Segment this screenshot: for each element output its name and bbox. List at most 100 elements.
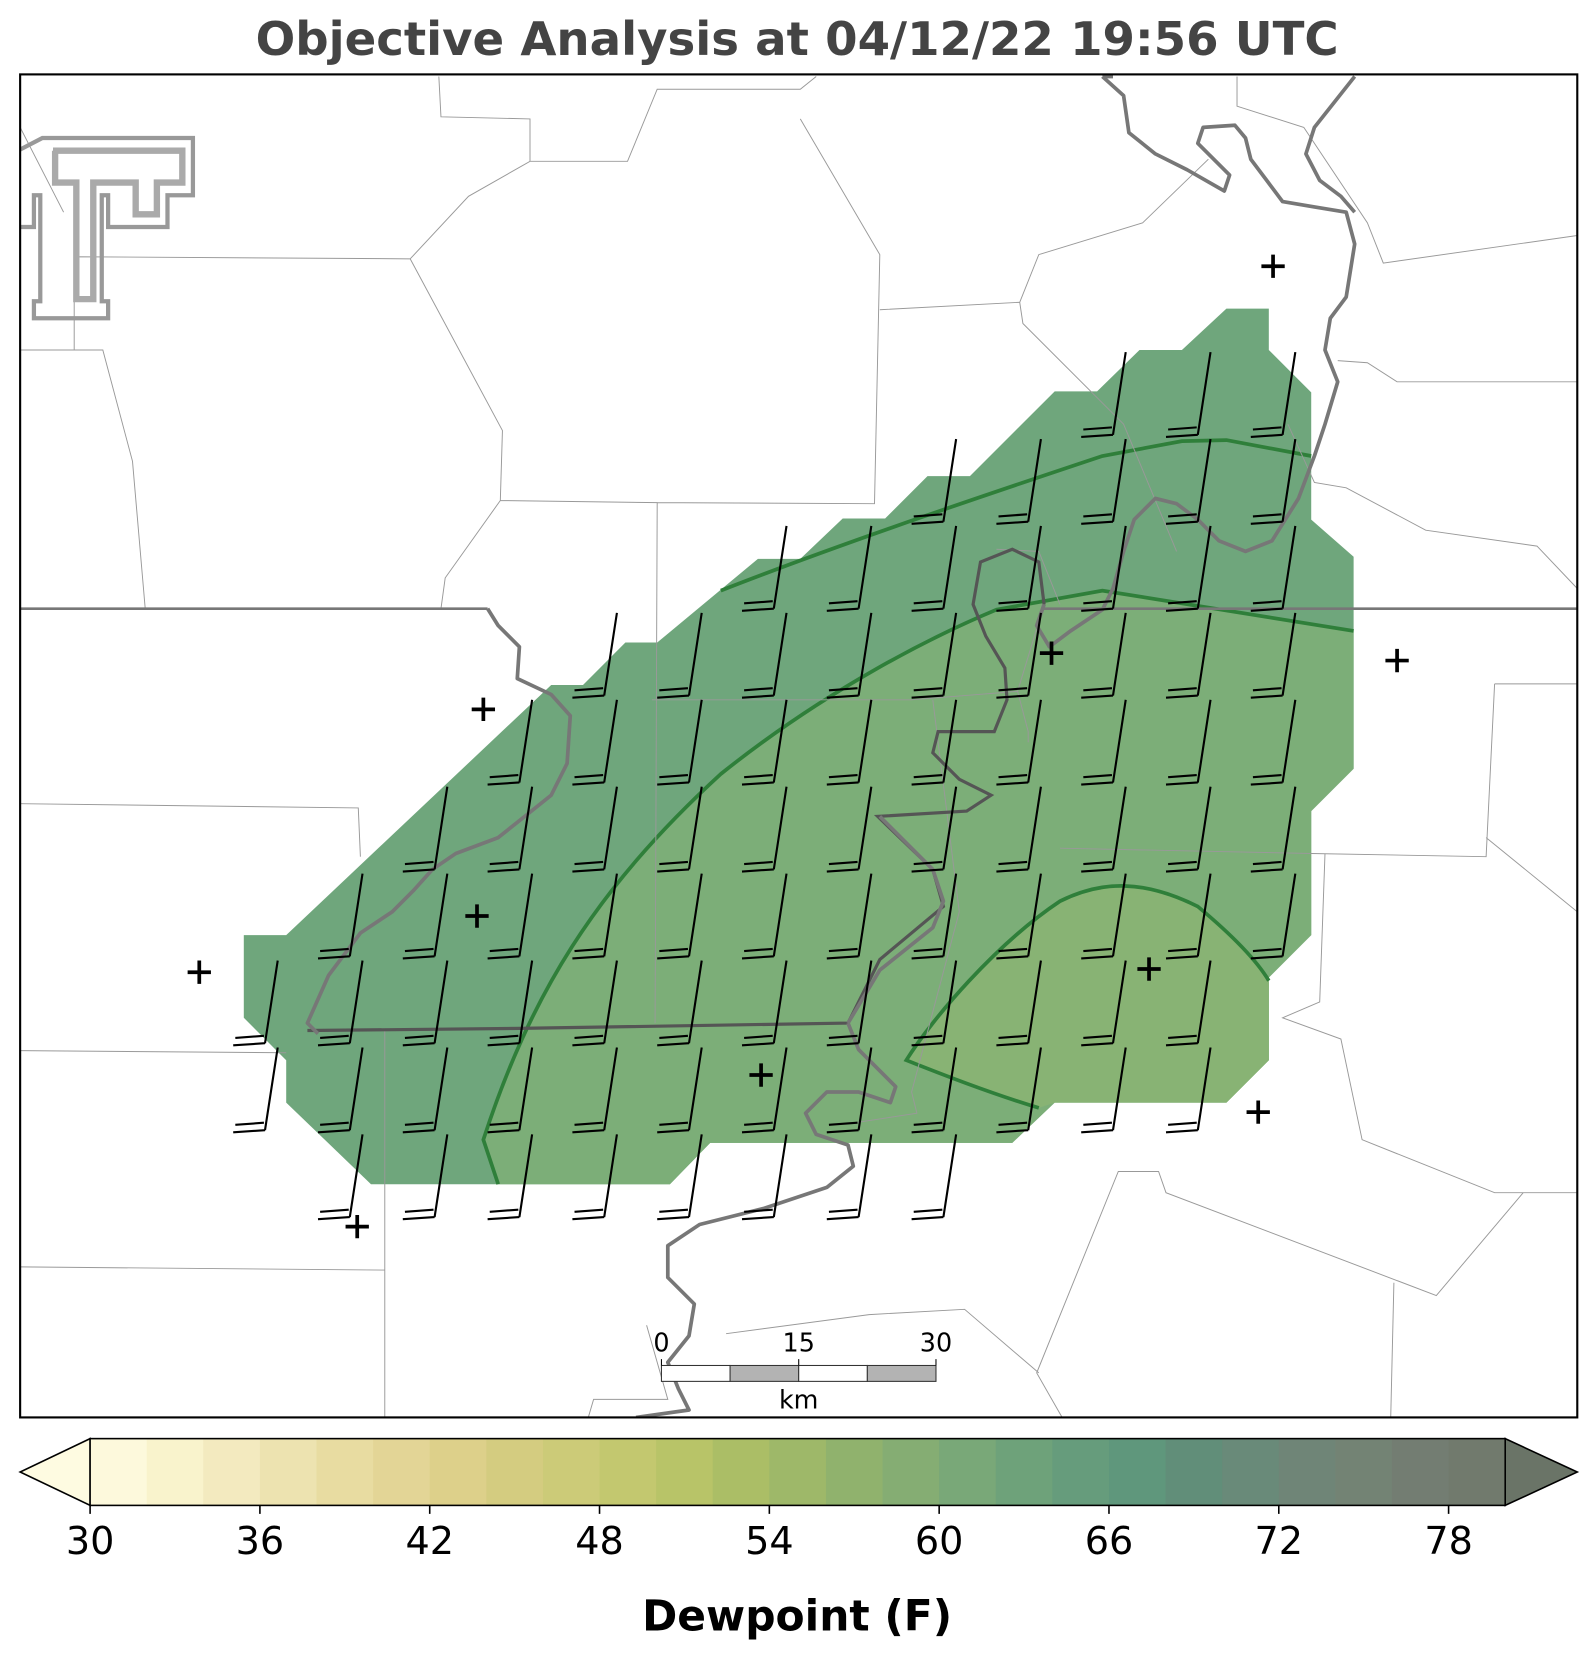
wind-barb <box>1250 786 1297 873</box>
wind-barb <box>657 1134 703 1221</box>
wind-barb <box>826 960 873 1047</box>
wind-barb <box>1165 612 1212 699</box>
scale-unit: km <box>779 1385 819 1415</box>
wind-barb <box>1250 873 1297 960</box>
wind-barb <box>996 1047 1042 1134</box>
wind-barb <box>826 525 873 612</box>
wind-barb <box>741 873 788 960</box>
wind-barb <box>657 1047 703 1134</box>
wind-barb <box>911 786 958 873</box>
colorbar-tick-label: 36 <box>236 1519 285 1563</box>
colorbar-tick-label: 66 <box>1085 1519 1134 1563</box>
colorbar-bin <box>486 1438 544 1506</box>
wind-barb <box>996 960 1042 1047</box>
colorbar-bin <box>712 1438 770 1506</box>
wind-barb <box>1165 960 1212 1047</box>
wind-barb <box>317 960 364 1047</box>
wind-barb <box>1081 438 1127 525</box>
wind-barb <box>741 1047 788 1134</box>
contour <box>720 438 1312 593</box>
colorbar-bin <box>1108 1438 1167 1506</box>
wind-barb <box>487 786 534 873</box>
wind-barb <box>1081 351 1127 438</box>
wind-barb <box>1165 525 1212 612</box>
wind-barb <box>1165 873 1212 960</box>
colorbar-bin <box>146 1438 204 1506</box>
colorbar-bin <box>1165 1438 1223 1506</box>
wind-barb <box>572 1134 618 1221</box>
wind-barb <box>572 1047 618 1134</box>
map-frame <box>19 73 1579 1419</box>
wind-barb <box>1165 351 1212 438</box>
colorbar-bin <box>882 1438 940 1506</box>
scale-label: 30 <box>920 1327 952 1357</box>
colorbar-tick-label: 54 <box>745 1519 794 1563</box>
wind-barb <box>826 1134 873 1221</box>
wind-barb <box>826 786 873 873</box>
colorbar-tick-label: 78 <box>1424 1519 1473 1563</box>
county-lines <box>20 76 1578 1418</box>
wind-barb <box>996 525 1042 612</box>
wind-barb <box>741 612 788 699</box>
stations <box>187 254 1409 1239</box>
colorbar-bin <box>542 1438 601 1506</box>
wind-barb <box>911 873 958 960</box>
scale-bar: 0 15 30 km <box>653 1327 952 1414</box>
wind-barb <box>911 699 958 786</box>
colorbar-tick-label: 72 <box>1255 1519 1304 1563</box>
wind-barb <box>572 786 618 873</box>
wind-barb <box>1165 438 1212 525</box>
wind-barb <box>572 699 618 786</box>
wind-barb <box>402 1134 449 1221</box>
wind-barb <box>1250 438 1297 525</box>
colorbar-tick-label: 48 <box>575 1519 624 1563</box>
wind-barb <box>402 873 449 960</box>
colorbar-bin <box>769 1438 827 1506</box>
wind-barb <box>657 873 703 960</box>
wind-barb <box>911 525 958 612</box>
title: Objective Analysis at 04/12/22 19:56 UTC <box>256 12 1339 66</box>
wind-barb <box>996 438 1042 525</box>
scale-segment <box>729 1364 800 1382</box>
wind-barb <box>911 960 958 1047</box>
wind-barb <box>996 699 1042 786</box>
colorbar-bin <box>599 1438 657 1506</box>
wind-barb <box>1081 873 1127 960</box>
colorbar-bin <box>1448 1438 1506 1506</box>
colorbar-bin <box>1278 1438 1336 1506</box>
scale-segment <box>866 1364 937 1382</box>
contour <box>903 884 1271 1110</box>
colorbar-bin <box>90 1438 148 1506</box>
wind-barb <box>233 1047 279 1134</box>
wind-barb <box>487 873 534 960</box>
wind-barb <box>1081 699 1127 786</box>
wind-barbs <box>233 351 1297 1221</box>
state-lines <box>20 547 1578 1033</box>
wind-barb <box>911 612 958 699</box>
wind-barb <box>1081 786 1127 873</box>
wind-barb <box>317 873 364 960</box>
wind-barb <box>233 960 279 1047</box>
colorbar-frame <box>89 1437 1506 1507</box>
scale-segment <box>798 1364 868 1382</box>
wind-barb <box>996 873 1042 960</box>
wind-barb <box>487 1134 534 1221</box>
wind-barb <box>572 960 618 1047</box>
wind-barb <box>741 1134 788 1221</box>
wind-barb <box>911 1134 958 1221</box>
wind-barb <box>402 960 449 1047</box>
wind-barb <box>1250 525 1297 612</box>
wind-barb <box>911 438 958 525</box>
colorbar-bin <box>1222 1438 1280 1506</box>
wind-barb <box>1165 786 1212 873</box>
wind-barb <box>1250 351 1297 438</box>
colorbar-bin <box>429 1438 487 1506</box>
map <box>20 74 1578 1418</box>
wind-barb <box>572 612 618 699</box>
scale-label: 15 <box>783 1327 815 1357</box>
wind-barb <box>487 699 534 786</box>
scale-label: 0 <box>653 1327 669 1357</box>
wind-barb <box>402 786 449 873</box>
